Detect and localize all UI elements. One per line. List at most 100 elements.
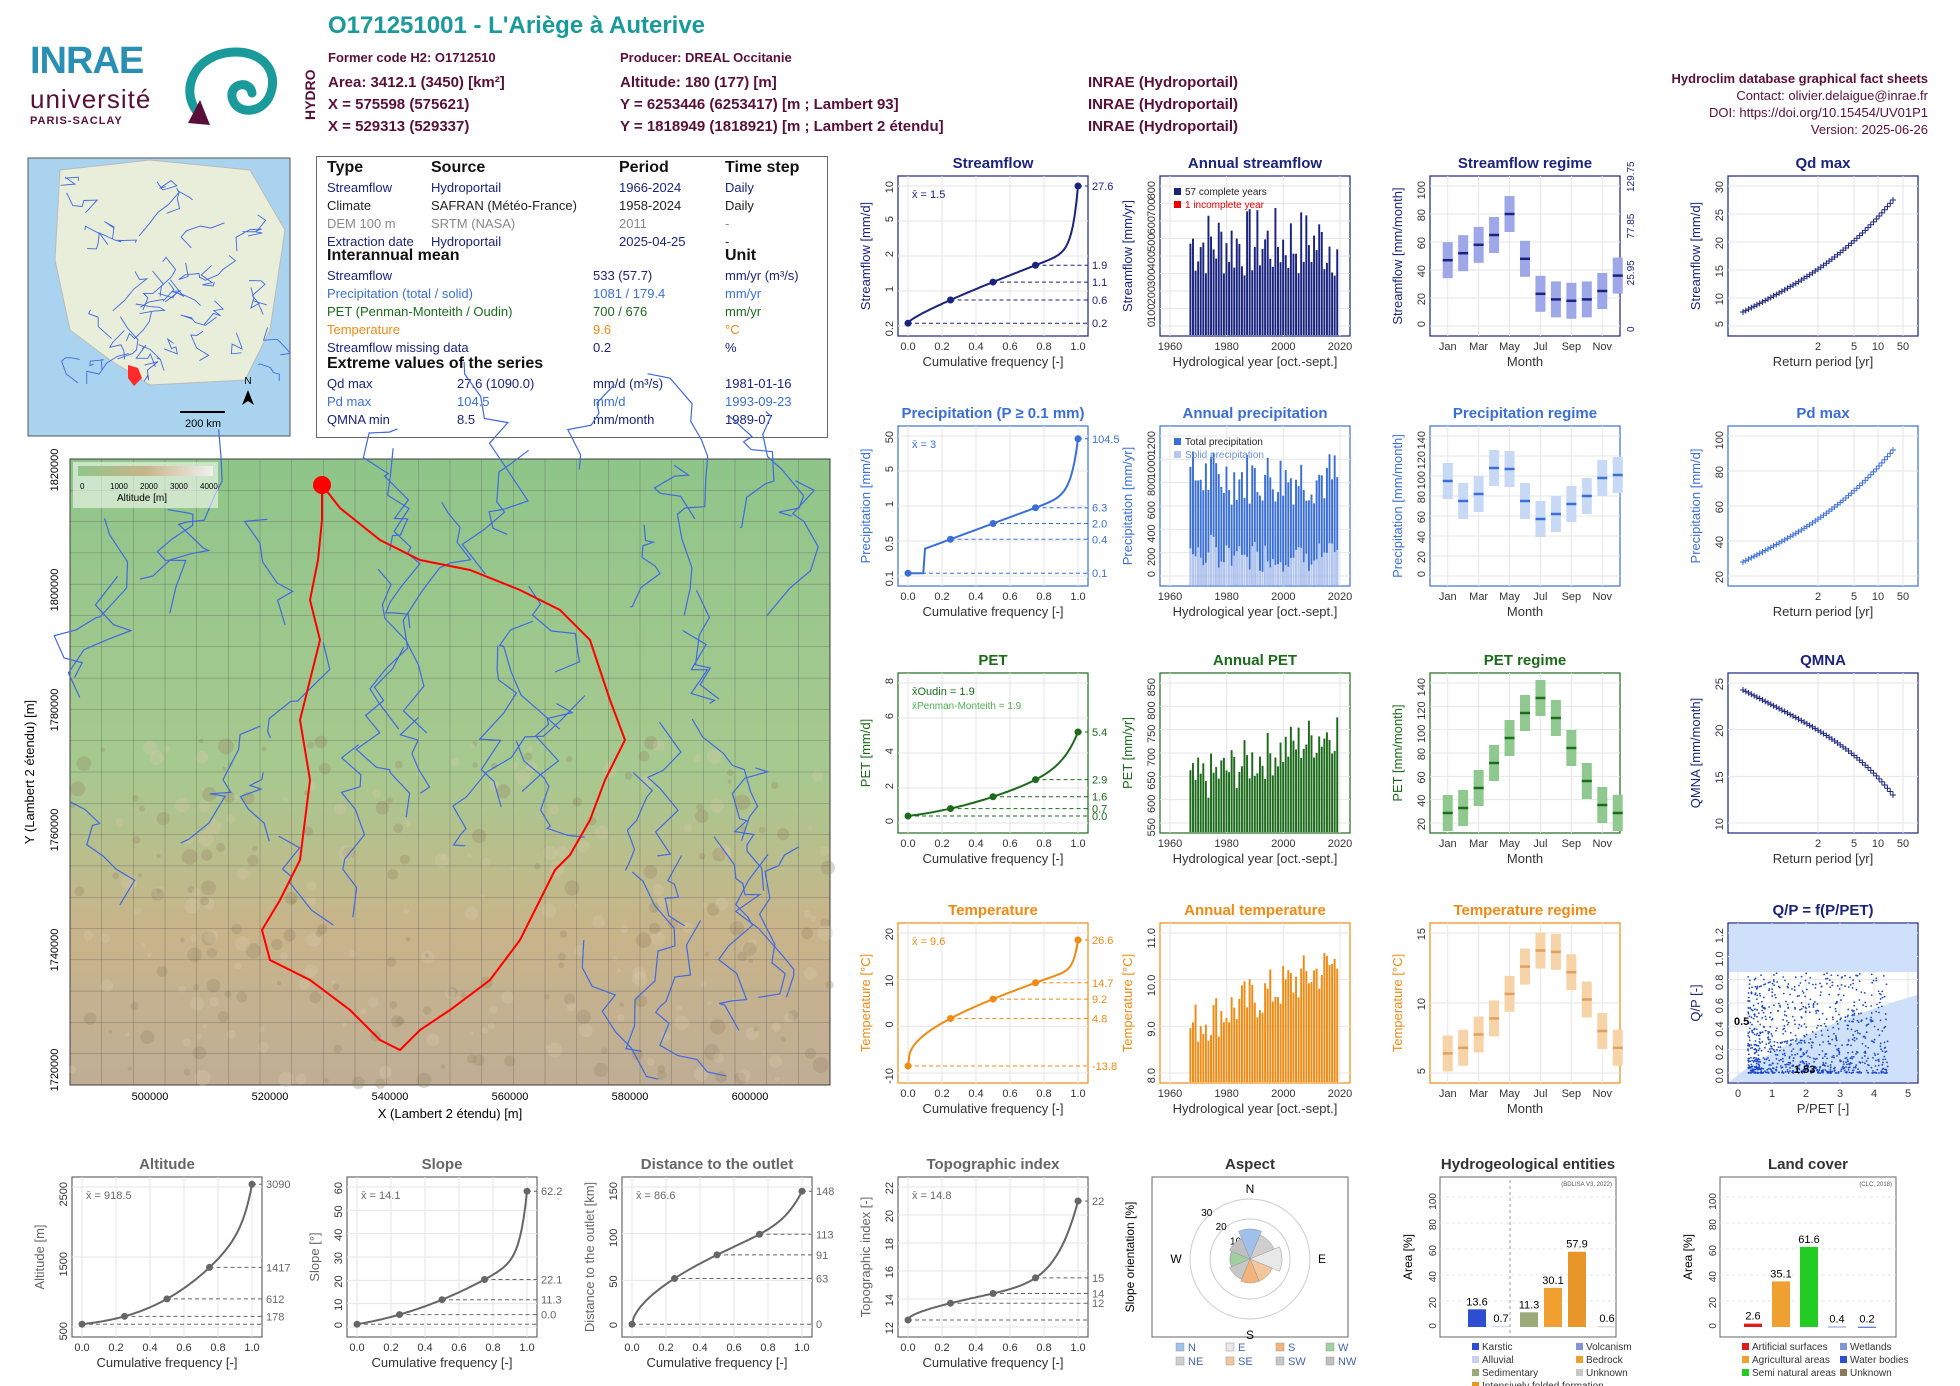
- qp-point: [1837, 1070, 1840, 1073]
- rp-point: [1765, 546, 1771, 553]
- qp-point: [1753, 1043, 1756, 1046]
- category-bar: [1492, 1326, 1510, 1328]
- year-bar-secondary: [1323, 552, 1326, 585]
- x-tick-label: Nov: [1592, 341, 1612, 353]
- qp-point: [1850, 1028, 1853, 1031]
- rp-point: [1862, 227, 1869, 234]
- y-tick-label: 100: [1708, 1193, 1719, 1210]
- dem-legend-tick: 1000: [110, 482, 128, 491]
- qp-point: [1755, 1057, 1758, 1059]
- year-bar: [1251, 465, 1254, 585]
- quantile-label: 1417: [266, 1262, 290, 1274]
- relief-texture: [770, 781, 779, 790]
- x-tick-label: 0.4: [142, 1342, 157, 1354]
- qp-point: [1757, 1002, 1760, 1005]
- year-bar: [1310, 735, 1313, 832]
- qp-point: [1823, 973, 1826, 976]
- rp-point: [1873, 465, 1880, 472]
- river: [717, 854, 769, 1031]
- qp-point: [1764, 1029, 1767, 1032]
- river: [624, 772, 654, 871]
- qp-point: [1827, 1065, 1829, 1068]
- ext-label: QMNA min: [327, 412, 390, 427]
- rose-dir: S: [1246, 1328, 1254, 1342]
- inset-river: [166, 190, 193, 214]
- relief-texture: [576, 1009, 591, 1025]
- mean-label-2: x̄Penman-Monteith = 1.9: [912, 701, 1022, 712]
- qp-point: [1758, 992, 1761, 995]
- h-mean: Interannual mean: [327, 247, 460, 264]
- qp-point: [1821, 1050, 1824, 1052]
- qp-point: [1754, 1040, 1757, 1042]
- y-axis-label: PET [mm/month]: [1390, 704, 1405, 801]
- quantile-label: 22: [1092, 1196, 1104, 1208]
- y-tick-label: 20: [1714, 725, 1726, 737]
- quantile-label: 6.3: [1092, 503, 1107, 515]
- qp-point: [1852, 1009, 1855, 1012]
- relief-texture: [723, 849, 732, 857]
- x-axis-label: Month: [1507, 851, 1543, 866]
- qp-point: [1805, 972, 1808, 975]
- qp-point: [1847, 1063, 1850, 1065]
- rose-dir: E: [1318, 1252, 1326, 1266]
- qp-point: [1747, 992, 1750, 994]
- qp-point: [1749, 1071, 1752, 1074]
- chart-title: Streamflow: [953, 155, 1034, 172]
- qp-point: [1829, 1071, 1832, 1074]
- quantile-label: 22.1: [541, 1275, 562, 1287]
- chart-title: Qd max: [1795, 155, 1851, 172]
- qp-point: [1853, 1001, 1856, 1004]
- qp-point: [1764, 1046, 1766, 1049]
- qp-point: [1884, 1051, 1887, 1054]
- rp-point: [1742, 688, 1749, 695]
- qp-point: [1853, 1039, 1856, 1042]
- year-bar: [1310, 494, 1313, 585]
- x-tick-label: 0.4: [968, 1088, 983, 1100]
- qp-point: [1830, 1060, 1833, 1063]
- y-tick-label: 10: [1714, 293, 1726, 305]
- qp-point: [1797, 1065, 1800, 1067]
- qp-point: [1842, 1060, 1845, 1063]
- qp-point: [1767, 981, 1770, 984]
- quantile-label: 0.1: [1092, 568, 1107, 580]
- qp-point: [1747, 1057, 1750, 1060]
- x-tick-label: Mar: [1469, 591, 1488, 603]
- inset-river: [140, 282, 175, 308]
- year-bar-secondary: [1269, 567, 1272, 585]
- year-bar: [1284, 255, 1287, 335]
- relief-texture: [738, 1069, 751, 1082]
- qp-point: [1832, 1054, 1835, 1057]
- x-tick-label: 0.0: [900, 591, 915, 603]
- relief-texture: [226, 1030, 236, 1039]
- year-bar: [1274, 757, 1277, 832]
- river: [713, 836, 795, 998]
- year-bar-secondary: [1246, 556, 1249, 585]
- qp-point: [1825, 977, 1827, 980]
- qp-point: [1875, 977, 1878, 980]
- x-tick-label: 2: [1815, 838, 1821, 850]
- qp-point: [1886, 1061, 1888, 1064]
- qp-point: [1819, 1072, 1822, 1074]
- inset-river: [198, 255, 237, 281]
- relief-texture: [156, 812, 170, 826]
- qp-point: [1760, 1049, 1763, 1052]
- legend-label: Agricultural areas: [1752, 1355, 1830, 1366]
- relief-texture: [544, 994, 550, 1000]
- qp-point: [1836, 1020, 1838, 1023]
- qp-point: [1771, 1035, 1774, 1037]
- qp-point: [1803, 1023, 1806, 1025]
- qp-point: [1864, 1050, 1867, 1053]
- qp-point: [1792, 1057, 1795, 1059]
- year-bar-secondary: [1313, 560, 1316, 585]
- qp-point: [1790, 1050, 1793, 1053]
- x-tick-label: 0.0: [349, 1342, 364, 1354]
- river: [498, 620, 561, 730]
- year-bar: [1259, 265, 1261, 335]
- year-bar-secondary: [1315, 559, 1318, 585]
- dem-legend-tick: 4000: [200, 482, 218, 491]
- qp-point: [1817, 1010, 1820, 1012]
- qp-point: [1802, 1052, 1805, 1054]
- qp-point: [1871, 1020, 1874, 1022]
- qp-point: [1768, 989, 1770, 992]
- relief-texture: [191, 887, 201, 897]
